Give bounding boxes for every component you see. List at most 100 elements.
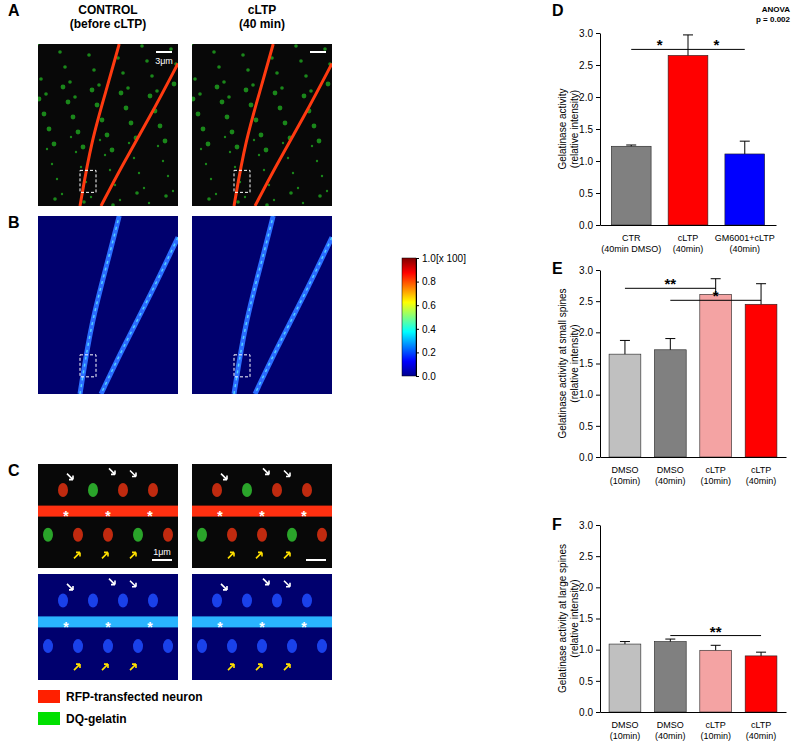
spine <box>302 483 312 497</box>
puncta <box>121 71 125 75</box>
colorbar-tick-label: 0.2 <box>422 347 436 358</box>
scale-bar <box>306 559 326 561</box>
scale-bar <box>152 559 172 561</box>
spine <box>148 594 158 608</box>
puncta <box>321 175 323 177</box>
y-tick-mark <box>596 65 600 66</box>
bar <box>654 350 686 457</box>
plot-marks <box>611 35 764 225</box>
puncta <box>229 151 231 153</box>
error-bar-stem <box>670 339 671 350</box>
plot-marks <box>609 279 777 457</box>
spine-marker: * <box>301 619 307 635</box>
puncta <box>227 95 231 99</box>
spine <box>118 483 128 497</box>
roi-box <box>80 170 96 192</box>
spine-marker: * <box>105 619 111 635</box>
spine <box>197 528 207 542</box>
y-tick-mark <box>596 97 600 98</box>
x-tick: DMSO(40min) <box>655 720 686 740</box>
panel-letter: D <box>552 2 564 19</box>
y-tick-label: 1.5 <box>579 613 593 624</box>
puncta <box>148 94 153 99</box>
puncta <box>282 142 284 144</box>
puncta <box>273 199 275 201</box>
y-tick-label: 3.0 <box>579 28 593 39</box>
puncta <box>215 85 220 90</box>
y-tick-label: 1.0 <box>579 156 593 167</box>
puncta <box>235 145 240 150</box>
y-tick: 0.0 <box>579 452 600 463</box>
puncta <box>299 59 303 63</box>
bar <box>700 650 732 712</box>
scale-bar-label: 1μm <box>153 547 171 557</box>
puncta <box>145 59 149 63</box>
arrow <box>284 552 290 558</box>
puncta <box>75 151 77 153</box>
spine <box>133 528 143 542</box>
puncta <box>97 83 101 87</box>
puncta <box>52 142 57 147</box>
puncta <box>129 121 134 126</box>
error-bar-cap <box>665 639 675 640</box>
arrow <box>256 552 262 558</box>
puncta <box>63 65 67 69</box>
puncta <box>73 95 77 99</box>
arrow <box>263 579 269 585</box>
puncta <box>133 157 135 159</box>
y-tick-label: 0.0 <box>579 220 593 231</box>
y-tick-mark <box>596 426 600 427</box>
spine <box>58 594 68 608</box>
puncta <box>312 124 317 129</box>
puncta <box>82 200 86 204</box>
y-axis-title: Gelatinase activity at small spines(rela… <box>557 288 580 438</box>
puncta <box>157 145 159 147</box>
puncta <box>220 100 225 105</box>
puncta <box>167 175 169 177</box>
puncta <box>225 115 230 120</box>
y-tick-mark <box>596 457 600 458</box>
y-tick: 2.0 <box>579 582 600 593</box>
arrow <box>130 581 136 587</box>
bar <box>654 642 686 712</box>
micrograph <box>38 44 178 206</box>
arrow <box>102 664 108 670</box>
arrow <box>130 470 136 476</box>
bar <box>745 304 777 457</box>
puncta <box>265 203 269 206</box>
puncta <box>172 82 177 87</box>
puncta <box>317 139 322 144</box>
y-tick-label: 1.5 <box>579 124 593 135</box>
y-tick-mark <box>596 681 600 682</box>
colorbar-tick-mark <box>416 352 419 353</box>
spine <box>88 594 98 608</box>
y-tick-mark <box>596 619 600 620</box>
y-tick-mark <box>596 129 600 130</box>
puncta <box>42 112 47 117</box>
spine <box>212 483 222 497</box>
spine <box>148 483 158 497</box>
colorbar-tick-mark <box>416 376 419 377</box>
micrograph-background <box>38 464 178 568</box>
x-axis-line <box>601 457 787 458</box>
legend-label: DQ-gelatin <box>66 712 127 726</box>
puncta <box>309 89 313 93</box>
puncta <box>138 172 140 174</box>
puncta <box>66 100 71 105</box>
x-tick: cLTP(10min) <box>700 720 731 740</box>
puncta <box>273 91 278 96</box>
micrograph <box>38 464 178 568</box>
puncta <box>99 139 101 141</box>
puncta <box>68 80 72 84</box>
y-axis: 0.00.51.01.52.02.53.0 <box>579 520 600 718</box>
spine <box>88 483 98 497</box>
y-tick: 2.0 <box>579 327 600 338</box>
error-bar-cap <box>740 141 750 142</box>
dendrite <box>255 237 332 394</box>
puncta <box>304 74 308 78</box>
puncta <box>140 44 144 48</box>
x-tick: DMSO(10min) <box>610 720 641 740</box>
puncta <box>264 148 269 153</box>
puncta <box>95 103 100 108</box>
arrow <box>130 664 136 670</box>
